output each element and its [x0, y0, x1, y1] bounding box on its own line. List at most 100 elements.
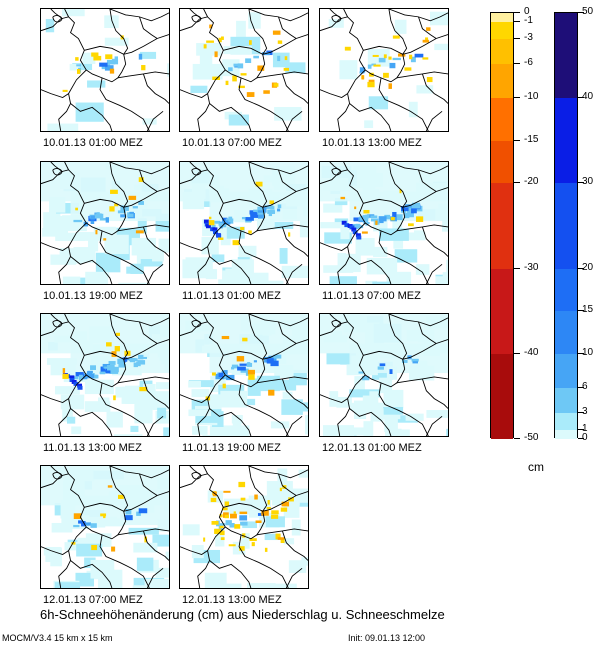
map-panel [179, 8, 309, 132]
colorbar-tick-mark [514, 267, 520, 269]
colorbar-tick-mark [578, 12, 584, 13]
panel-label: 10.01.13 19:00 MEZ [43, 290, 143, 302]
map-canvas [320, 314, 448, 436]
country-borders [180, 162, 308, 284]
colorbar-segment [555, 353, 577, 388]
colorbar-segment [491, 183, 513, 269]
colorbar-tick-label: -40 [524, 346, 539, 358]
colorbar-tick-mark [578, 386, 584, 388]
map-panel [40, 161, 170, 285]
colorbar-tick-label: 6 [582, 380, 588, 392]
colorbar-tick-label: -6 [524, 57, 533, 69]
colorbar-segment [491, 98, 513, 141]
snowfall-field [190, 12, 306, 126]
snowmelt-patches [340, 189, 424, 234]
colorbar-tick-label: -50 [524, 432, 539, 443]
colorbar-tick-mark [578, 310, 584, 312]
colorbar-snow [554, 12, 578, 439]
map-canvas [41, 9, 169, 131]
colorbar-tick-mark [578, 182, 584, 184]
snowmelt-patches [208, 181, 291, 246]
snowfall-field [182, 468, 308, 588]
colorbar-tick-label: -3 [524, 31, 533, 43]
colorbar-segment [555, 311, 577, 354]
map-canvas [41, 162, 169, 284]
colorbar-segment [555, 430, 577, 439]
panel-label: 11.01.13 13:00 MEZ [43, 442, 142, 454]
colorbar-segment [491, 38, 513, 65]
colorbar-tick-label: -10 [524, 91, 539, 103]
snowfall-field [41, 162, 169, 284]
colorbar-tick-mark [514, 63, 520, 65]
map-canvas [41, 466, 169, 588]
panel-label: 10.01.13 13:00 MEZ [322, 137, 422, 149]
colorbar-segment [555, 98, 577, 184]
colorbar-tick-label: -30 [524, 261, 539, 273]
colorbar-segment [555, 413, 577, 431]
snowfall-field [45, 9, 169, 131]
country-borders [180, 9, 308, 131]
colorbar-tick-mark [578, 412, 584, 414]
panel-label: 12.01.13 13:00 MEZ [182, 594, 282, 606]
colorbar-melt [490, 12, 514, 439]
snowmelt-patches [75, 177, 144, 241]
colorbar-tick-label: 15 [582, 304, 594, 316]
map-panel [179, 161, 309, 285]
colorbar-tick-label: 30 [582, 176, 594, 188]
country-borders [180, 314, 308, 436]
figure-title: 6h-Schneehöhenänderung (cm) aus Niedersc… [40, 607, 445, 622]
map-canvas [320, 162, 448, 284]
init-time: Init: 09.01.13 12:00 [348, 633, 426, 643]
colorbar-segment [491, 140, 513, 184]
colorbar-tick-mark [514, 12, 520, 13]
map-canvas [320, 9, 448, 131]
map-canvas [180, 314, 308, 436]
panel-label: 11.01.13 07:00 MEZ [322, 290, 421, 302]
map-canvas [41, 314, 169, 436]
panel-label: 10.01.13 07:00 MEZ [182, 137, 282, 149]
colorbar-segment [491, 268, 513, 354]
colorbar-tick-mark [514, 139, 520, 141]
colorbar-tick-mark [578, 438, 584, 439]
colorbar-segment [491, 21, 513, 39]
map-panel [319, 161, 449, 285]
colorbar-tick-mark [514, 37, 520, 39]
model-info: MOCM/V3.4 15 km x 15 km [2, 633, 113, 643]
snowfall-field [180, 314, 308, 436]
colorbar-tick-label: 0 [582, 432, 588, 443]
colorbar-segment [491, 353, 513, 439]
map-canvas [180, 466, 308, 588]
panel-label: 11.01.13 01:00 MEZ [182, 290, 281, 302]
country-borders [41, 314, 169, 436]
alpine-snow-band [73, 201, 144, 227]
colorbar-tick-mark [578, 352, 584, 354]
map-panel [40, 8, 170, 132]
snowfall-field [41, 466, 169, 588]
colorbar-tick-label: -15 [524, 133, 539, 145]
country-borders [320, 314, 448, 436]
colorbar-tick-mark [514, 352, 520, 354]
colorbar-tick-mark [514, 97, 520, 99]
colorbar-segment [555, 268, 577, 312]
country-borders [41, 466, 169, 588]
country-borders [320, 162, 448, 284]
colorbar-tick-label: 50 [582, 6, 594, 17]
country-borders [41, 162, 169, 284]
colorbar-tick-label: 1 [582, 423, 588, 435]
snowmelt-patches [344, 27, 433, 89]
snowmelt-patches [203, 24, 290, 97]
snowfall-field [180, 162, 308, 284]
colorbar-segment [555, 387, 577, 414]
panel-label: 12.01.13 01:00 MEZ [322, 442, 422, 454]
snowmelt-patches [71, 485, 147, 552]
country-borders [320, 9, 448, 131]
snowfall-field [320, 162, 448, 284]
snowfall-field [41, 314, 169, 436]
alpine-snow-band [203, 204, 282, 238]
alpine-snow-band [73, 508, 148, 528]
map-canvas [180, 162, 308, 284]
colorbar-tick-label: 10 [582, 346, 594, 358]
colorbar-tick-label: -20 [524, 176, 539, 188]
map-panel [40, 313, 170, 437]
colorbar-tick-label: 0 [524, 6, 530, 17]
